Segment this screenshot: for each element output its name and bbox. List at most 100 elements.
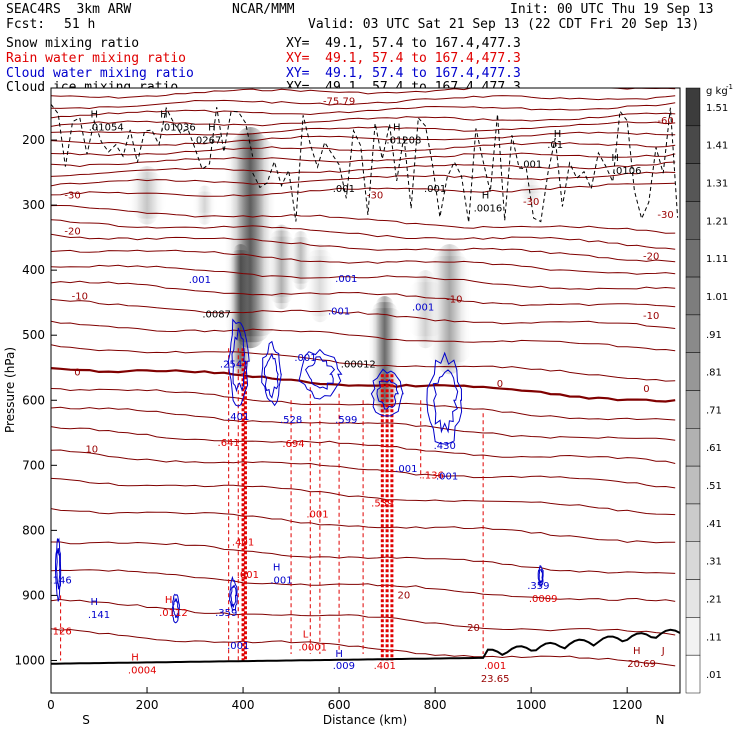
- extremum-label: .0016: [474, 204, 503, 215]
- extremum-label: .001: [335, 274, 357, 285]
- isotherm-line: [51, 102, 676, 119]
- y-tick-label: 1000: [14, 653, 45, 667]
- x-tick-label: 1200: [612, 698, 643, 712]
- x-tick-label: 600: [328, 698, 351, 712]
- cloud-water-contour: [376, 379, 399, 410]
- cloud-water-contour: [370, 368, 404, 417]
- colorbar-level-label: 1.21: [706, 216, 728, 227]
- extremum-label: .001: [436, 472, 458, 483]
- extremum-label: .0009: [529, 594, 558, 605]
- extremum-label: .641: [218, 438, 240, 449]
- extremum-label: .009: [333, 661, 355, 672]
- isotherm-line: [51, 95, 676, 110]
- extremum-label: H: [160, 109, 168, 120]
- y-axis-label: Pressure (hPa): [3, 347, 17, 433]
- snow-plume: [515, 191, 547, 193]
- extremum-label: .539: [371, 498, 393, 509]
- extremum-label: H: [335, 649, 343, 660]
- colorbar-level-label: .41: [706, 519, 722, 530]
- snow-plume: [409, 282, 442, 337]
- valid-time: Valid: 03 UTC Sat 21 Sep 13 (22 CDT Fri …: [308, 17, 700, 32]
- forecast-hour: 51 h: [64, 17, 96, 32]
- isotherm-label: -20: [643, 252, 659, 263]
- colorbar-level-label: .51: [706, 481, 722, 492]
- isotherm-label: 0: [497, 379, 503, 390]
- y-tick-label: 900: [22, 588, 45, 602]
- snow-plume: [304, 256, 336, 310]
- isotherm-label: 0: [74, 368, 80, 379]
- isotherm-line: [51, 344, 676, 382]
- isotherm-line: [51, 477, 676, 516]
- cloud-water-contour: [229, 575, 238, 612]
- cloud-ice-contour: [252, 107, 679, 223]
- cloud-water-contour: [298, 348, 343, 400]
- colorbar-swatch: [685, 541, 701, 580]
- extremum-label: .0112: [159, 608, 188, 619]
- cloud-water-contour: [172, 597, 180, 619]
- colorbar-level-label: .61: [706, 443, 722, 454]
- isotherm-label: 0: [643, 384, 649, 395]
- colorbar-unit-exponent: -1: [726, 83, 733, 91]
- isotherm-line: [51, 204, 676, 234]
- colorbar-level-label: 1.11: [706, 254, 728, 265]
- colorbar-swatch: [685, 579, 701, 618]
- cloud-ice-contour: [51, 103, 254, 171]
- isotherm-line: [51, 233, 676, 263]
- x-axis: 0 200 400 600 800 1000 1200: [47, 687, 642, 712]
- extremum-label: .001: [412, 302, 434, 313]
- x-axis-south-label: S: [82, 713, 90, 727]
- isotherm-line: [51, 367, 676, 403]
- extremum-label: .001: [227, 641, 249, 652]
- cloud-water-contour: [304, 356, 336, 390]
- cloud-water-contour: [432, 369, 459, 434]
- colorbar-level-label: 1.31: [706, 179, 728, 190]
- extremum-label: .126: [49, 626, 71, 637]
- extremum-label: .359: [215, 608, 237, 619]
- x-tick-label: 400: [232, 698, 255, 712]
- isotherm-line: [51, 182, 676, 197]
- extremum-label: .001: [520, 159, 542, 170]
- cloud-water-contour: [54, 537, 62, 602]
- extremum-label: .0001: [298, 643, 327, 654]
- isotherm-label: 20: [467, 623, 480, 634]
- colorbar-level-label: .71: [706, 405, 722, 416]
- isotherm-label: -10: [72, 291, 88, 302]
- extremum-label: .401: [227, 412, 249, 423]
- extremum-label: .001: [395, 464, 417, 475]
- isotherm-label: -75.79: [323, 96, 355, 107]
- isotherm-label: -20: [64, 226, 80, 237]
- extremum-label: .001: [333, 184, 355, 195]
- extremum-label: .001: [328, 306, 350, 317]
- cloud-water-contour: [171, 593, 180, 624]
- extremum-label: .001: [484, 661, 506, 672]
- extremum-label: .001: [424, 184, 446, 195]
- colorbar-swatch: [685, 428, 701, 467]
- colorbar-level-label: .21: [706, 594, 722, 605]
- extremum-label: .001: [237, 570, 259, 581]
- snow-plume: [192, 198, 217, 213]
- cloud-ice-contours: [51, 103, 679, 223]
- snow-plume: [194, 191, 215, 219]
- field-cloud-water-name: Cloud water mixing ratio: [6, 66, 194, 81]
- extremum-label: H: [273, 563, 281, 574]
- colorbar-unit: g kg: [706, 86, 728, 97]
- colorbar-level-label: 1.51: [706, 103, 728, 114]
- cloud-water-contours: [54, 318, 544, 624]
- rain-contours: [60, 348, 484, 661]
- colorbar-swatch: [685, 465, 701, 505]
- contour-labels: -75.79 -60 -30 -30 -30 -30 -20 -20 -10 -10 -10 0 0 0 1…: [49, 96, 673, 685]
- colorbar-swatch: [685, 503, 701, 542]
- isotherm-line: [51, 131, 676, 146]
- extremum-label: H: [90, 109, 98, 120]
- extremum-label: .401: [232, 537, 254, 548]
- y-tick-label: 200: [22, 133, 45, 147]
- colorbar-swatch: [685, 201, 701, 240]
- extremum-label: .001: [189, 275, 211, 286]
- x-axis-label: Distance (km): [323, 713, 407, 727]
- x-axis-north-label: N: [656, 713, 665, 727]
- field-cloud-water-xy: XY= 49.1, 57.4 to 167.4,477.3: [286, 66, 521, 81]
- extremum-label: H: [393, 122, 401, 133]
- colorbar-swatch: [685, 617, 701, 656]
- isotherm-label: -10: [643, 311, 659, 322]
- colorbar-swatch: [685, 163, 701, 202]
